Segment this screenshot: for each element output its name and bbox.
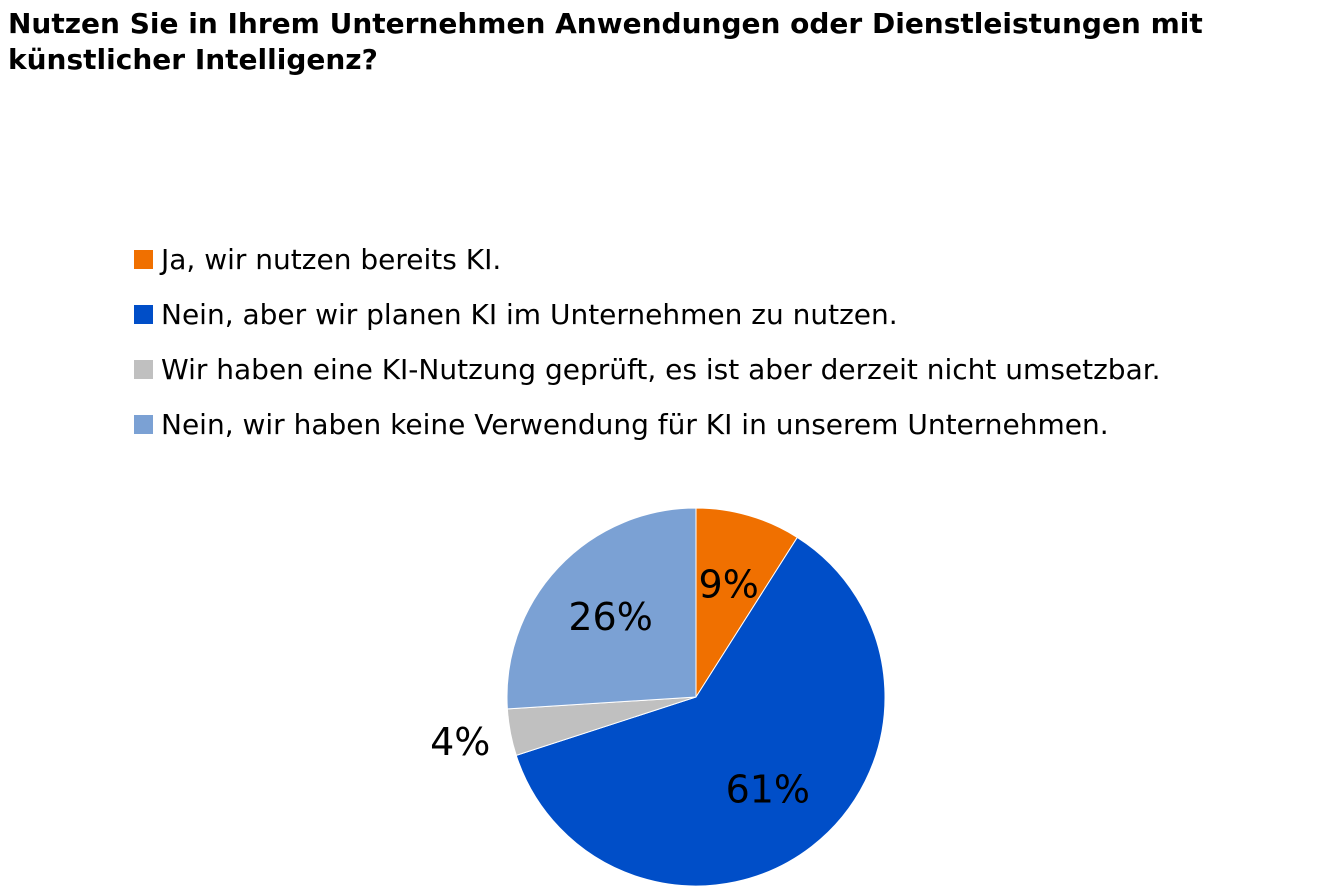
- legend-label-nein-planen: Nein, aber wir planen KI im Unternehmen …: [161, 298, 898, 331]
- chart-title: Nutzen Sie in Ihrem Unternehmen Anwendun…: [8, 7, 1203, 76]
- pie-slice-ja: [695, 507, 798, 699]
- legend-item-geprueft: Wir haben eine KI-Nutzung geprüft, es is…: [134, 342, 1161, 397]
- pie-labels: 9% 61% 4% 26%: [430, 562, 810, 811]
- pie-label-nein-planen: 61%: [726, 768, 810, 812]
- legend-swatch-keine-verwendung: [134, 415, 153, 434]
- legend-label-ja: Ja, wir nutzen bereits KI.: [161, 243, 502, 276]
- legend-item-keine-verwendung: Nein, wir haben keine Verwendung für KI …: [134, 397, 1161, 452]
- pie-slice-keine-verwendung: [506, 507, 697, 710]
- chart-legend: Ja, wir nutzen bereits KI. Nein, aber wi…: [134, 232, 1161, 452]
- pie-label-keine-verwendung: 26%: [568, 595, 652, 639]
- legend-label-keine-verwendung: Nein, wir haben keine Verwendung für KI …: [161, 408, 1109, 441]
- legend-swatch-geprueft: [134, 360, 153, 379]
- pie-label-ja: 9%: [699, 562, 759, 606]
- legend-item-nein-planen: Nein, aber wir planen KI im Unternehmen …: [134, 287, 1161, 342]
- legend-item-ja: Ja, wir nutzen bereits KI.: [134, 232, 1161, 287]
- pie-label-geprueft: 4%: [430, 720, 490, 764]
- legend-swatch-ja: [134, 250, 153, 269]
- legend-label-geprueft: Wir haben eine KI-Nutzung geprüft, es is…: [161, 353, 1161, 386]
- pie-slices: [506, 507, 886, 887]
- legend-swatch-nein-planen: [134, 305, 153, 324]
- pie-slice-nein-planen: [515, 536, 886, 887]
